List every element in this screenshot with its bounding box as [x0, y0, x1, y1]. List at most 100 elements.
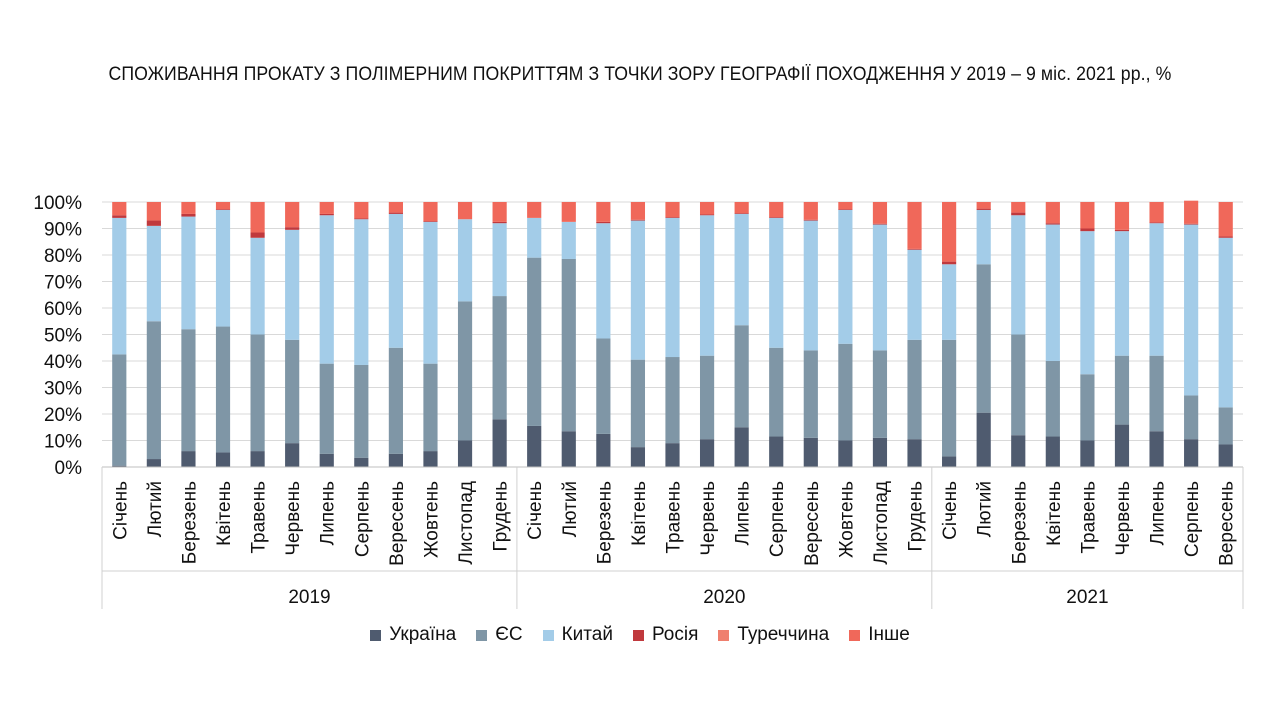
x-tick-label: Квітень	[629, 481, 650, 546]
bar-segment	[457, 219, 473, 302]
bar-segment	[976, 202, 991, 209]
bar-segment	[388, 202, 403, 213]
bar-segment	[354, 218, 369, 220]
legend-label: ЄС	[495, 624, 523, 645]
legend-swatch	[849, 629, 861, 641]
x-tick-label: Травень	[1078, 481, 1099, 554]
bar-segment	[1114, 424, 1130, 467]
x-tick-label: Квітень	[214, 481, 235, 546]
bar-segment	[1011, 215, 1026, 335]
bar-segment	[1114, 355, 1130, 425]
bar-segment	[457, 301, 473, 441]
x-tick-label: Лютий	[560, 481, 581, 537]
y-tick-label: 100%	[33, 193, 82, 214]
bar-segment	[942, 261, 957, 265]
bar-segment	[872, 350, 888, 438]
y-tick-label: 30%	[44, 379, 82, 400]
y-tick-label: 80%	[44, 246, 82, 267]
bar-segment	[942, 456, 957, 467]
bar-segment	[492, 202, 507, 222]
bar-segment	[1011, 212, 1026, 216]
x-tick-label: Вересень	[802, 481, 823, 566]
bar-segment	[665, 202, 680, 218]
bar-segment	[1149, 223, 1164, 356]
bar-segment	[181, 213, 196, 217]
legend-item: Інше	[849, 624, 910, 646]
legend-label: Росія	[651, 624, 699, 645]
bar-segment	[630, 359, 646, 448]
bar-segment	[907, 339, 922, 440]
bar-segment	[596, 338, 611, 434]
bar-segment	[665, 357, 680, 444]
bar-segment	[215, 209, 231, 327]
bar-segment	[112, 354, 127, 466]
bar-segment	[112, 465, 127, 467]
x-tick-label: Серпень	[1182, 481, 1203, 557]
y-tick-label: 90%	[44, 220, 82, 241]
x-tick-label: Жовтень	[421, 481, 442, 558]
bar-segment	[1149, 355, 1164, 432]
bar-segment	[319, 363, 334, 454]
x-tick-label: Листопад	[456, 481, 477, 565]
bar-segment	[976, 209, 991, 265]
bar-segment	[734, 202, 749, 214]
legend-label: Туреччина	[737, 624, 830, 645]
bar-segment	[492, 419, 507, 467]
bar-segment	[1080, 374, 1095, 441]
bar-segment	[354, 202, 369, 219]
bar-segment	[769, 217, 784, 218]
bar-segment	[112, 215, 127, 218]
bar-segment	[699, 202, 715, 215]
bar-segment	[250, 237, 265, 335]
bar-segment	[872, 223, 888, 225]
x-tick-label: Березень	[594, 481, 615, 564]
bar-segment	[838, 440, 853, 467]
bar-segment	[388, 453, 403, 467]
bar-segment	[630, 447, 646, 467]
legend-label: Інше	[868, 624, 910, 645]
bar-segment	[838, 343, 853, 441]
bar-segment	[1045, 224, 1060, 361]
bar-segment	[561, 202, 576, 222]
bar-segment	[1218, 237, 1233, 408]
bar-segment	[112, 217, 127, 355]
bar-segment	[1149, 222, 1164, 224]
bar-segment	[699, 214, 715, 216]
bar-segment	[630, 220, 646, 360]
bar-segment	[665, 443, 680, 467]
bar-segment	[285, 202, 300, 228]
bar-segment	[769, 217, 784, 348]
bar-segment	[1045, 436, 1060, 467]
bar-segment	[596, 223, 611, 339]
x-tick-label: Серпень	[352, 481, 373, 557]
bar-segment	[1080, 440, 1095, 467]
bar-segment	[561, 221, 576, 259]
bar-segment	[872, 437, 888, 467]
x-tick-label: Жовтень	[836, 481, 857, 558]
bar-segment	[1011, 202, 1026, 213]
bar-segment	[146, 202, 161, 221]
y-tick-label: 10%	[44, 432, 82, 453]
bar-segment	[492, 296, 507, 420]
bar-segment	[838, 202, 853, 210]
bar-segment	[1080, 228, 1095, 232]
legend-item: Росія	[632, 624, 699, 646]
bar-segment	[1011, 435, 1026, 467]
x-tick-label: Червень	[698, 481, 719, 556]
x-tick-label: Липень	[1148, 481, 1169, 545]
bar-segment	[803, 220, 818, 351]
bar-segment	[1045, 223, 1060, 225]
bar-segment	[1184, 395, 1199, 440]
x-tick-label: Листопад	[871, 481, 892, 565]
bar-segment	[596, 221, 611, 224]
bar-segment	[146, 220, 161, 226]
legend-item: ЄС	[476, 624, 523, 646]
bar-segment	[596, 202, 611, 222]
bar-segment	[250, 202, 265, 233]
y-tick-label: 70%	[44, 273, 82, 294]
bar-segment	[388, 213, 403, 348]
bar-segment	[181, 329, 196, 452]
bar-segment	[423, 221, 438, 364]
bar-segment	[699, 215, 715, 356]
